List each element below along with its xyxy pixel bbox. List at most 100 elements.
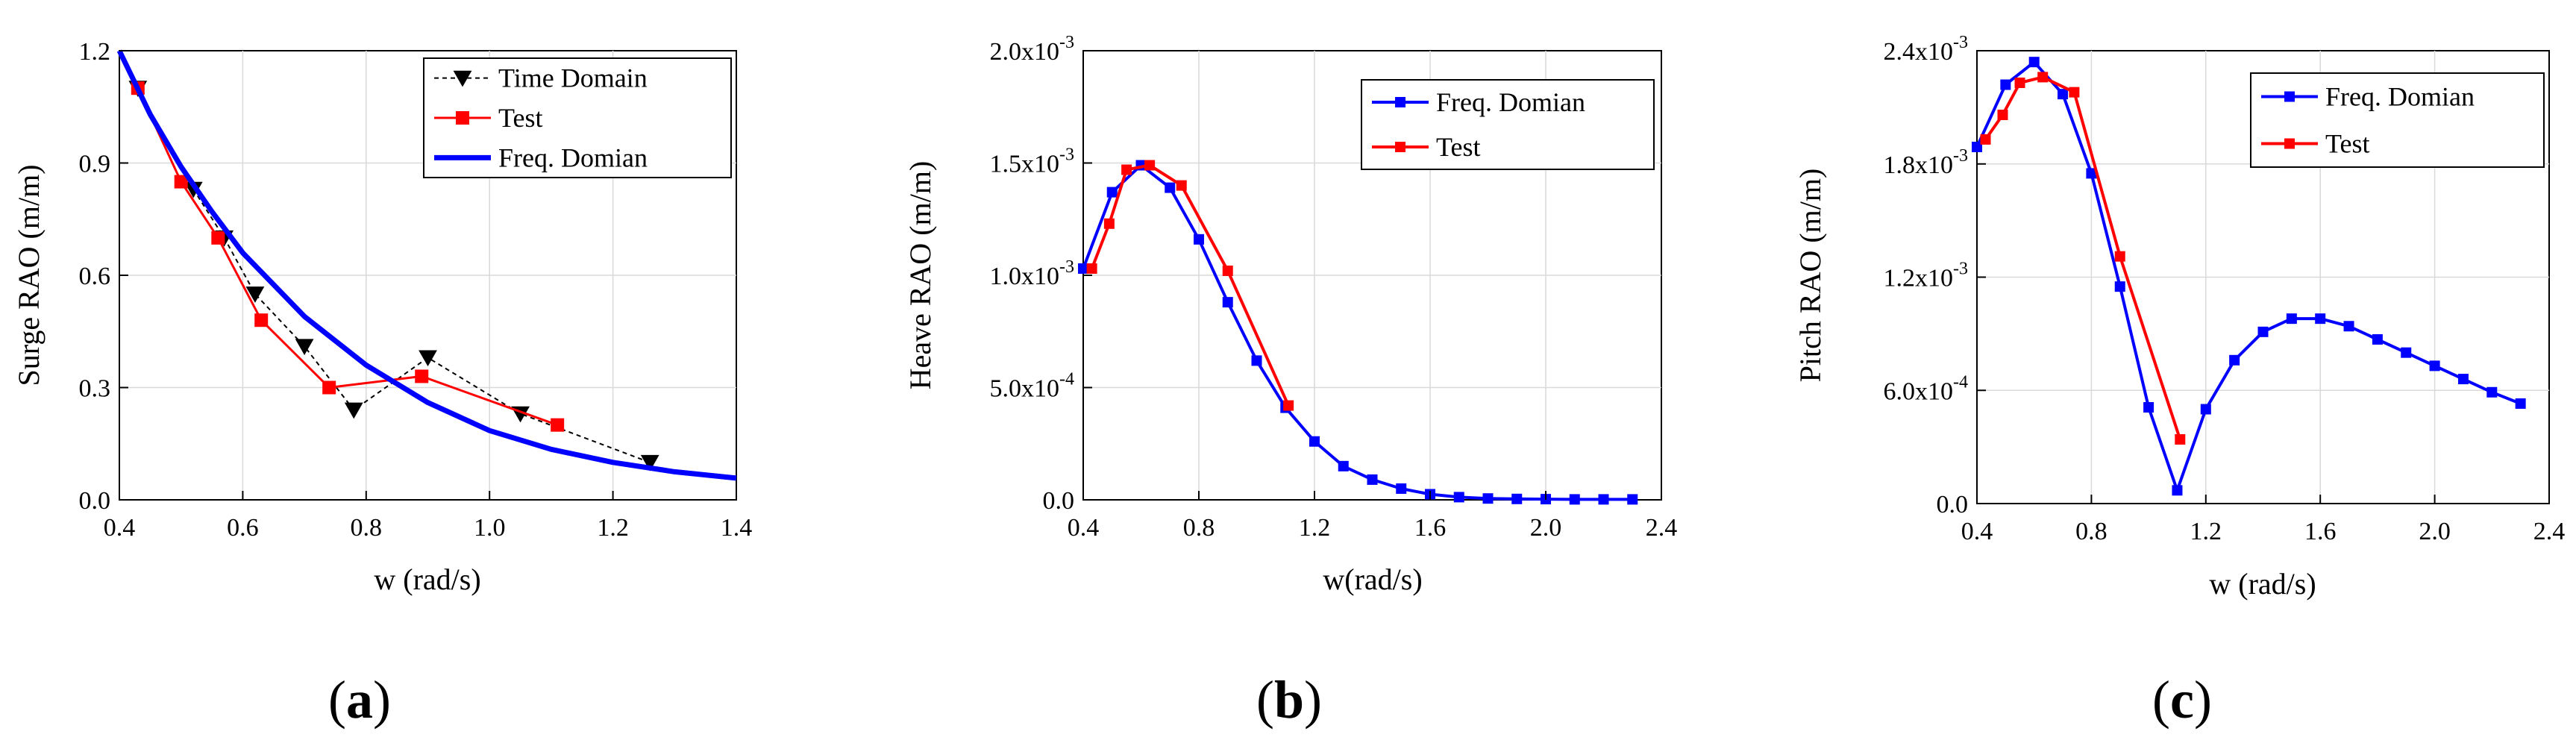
data-point: [2486, 386, 2498, 398]
data-point: [1482, 493, 1494, 504]
data-point: [1106, 187, 1118, 198]
x-tick-label: 0.4: [104, 514, 136, 542]
y-tick-label: 0.3: [79, 375, 111, 403]
panel-label: (a): [328, 670, 391, 730]
x-tick-label: 2.4: [2533, 518, 2566, 545]
x-tick-label: 2.4: [1646, 514, 1678, 542]
data-point: [419, 350, 437, 367]
legend-label: Test: [498, 103, 542, 133]
x-tick-label: 1.2: [1299, 514, 1331, 542]
data-point: [2257, 326, 2269, 337]
x-tick-label: 1.6: [1414, 514, 1447, 542]
data-point: [1980, 134, 1991, 145]
y-axis-title: Pitch RAO (m/m): [1793, 169, 1827, 383]
x-tick-label: 0.8: [2075, 518, 2108, 545]
legend-label: Time Domain: [498, 63, 648, 93]
x-tick-label: 1.6: [2304, 518, 2337, 545]
data-point: [2037, 72, 2049, 83]
data-point: [2172, 485, 2183, 496]
x-tick-label: 1.2: [597, 514, 629, 542]
data-point: [2143, 402, 2154, 413]
data-point: [1144, 160, 1156, 171]
data-point: [1194, 234, 1204, 245]
x-tick-label: 2.0: [2419, 518, 2451, 545]
chart-panel-b: 0.4 0.8 1.2 1.6 2.0 2.4 0.0 5.0x10-4 1.0x10-3 1.5…: [903, 33, 1677, 730]
x-tick-label: 0.6: [227, 514, 259, 542]
series-test: [1086, 160, 1294, 411]
series-line: [116, 49, 737, 481]
data-point: [2372, 333, 2383, 345]
data-point: [1251, 355, 1262, 366]
data-point: [1103, 218, 1115, 229]
x-axis-title: w (rad/s): [2209, 567, 2316, 601]
y-tick-label: 0.0: [1043, 487, 1075, 515]
series-freq-domian: [116, 49, 737, 481]
data-point: [1283, 400, 1294, 411]
data-point: [2515, 398, 2526, 409]
data-point: [415, 369, 429, 383]
x-tick-label: 1.0: [474, 514, 506, 542]
data-point: [2343, 321, 2354, 332]
data-point: [1086, 263, 1097, 274]
data-point: [184, 181, 203, 198]
legend-label: Freq. Domian: [1436, 87, 1585, 117]
data-point: [1972, 141, 1982, 152]
data-point: [174, 175, 188, 189]
y-axis-title: Heave RAO (m/m): [903, 161, 937, 390]
legend-marker: [2284, 91, 2295, 102]
data-point: [322, 380, 336, 395]
x-axis-title: w (rad/s): [374, 562, 480, 596]
y-tick-label: 0.0: [1937, 491, 1969, 518]
y-tick-label: 1.8x10-3: [1884, 146, 1969, 179]
legend: Freq. Domian Test: [1361, 79, 1655, 170]
data-point: [1367, 474, 1378, 485]
y-tick-label: 1.0x10-3: [990, 257, 1075, 290]
data-point: [551, 418, 565, 432]
legend-marker: [2284, 138, 2295, 149]
legend-label: Test: [1436, 132, 1480, 162]
x-axis-title: w(rad/s): [1323, 562, 1422, 596]
series-test: [131, 81, 565, 432]
y-tick-label: 0.9: [79, 151, 111, 178]
panel-label: (b): [1256, 670, 1322, 730]
data-point: [2457, 374, 2469, 385]
legend-label: Test: [2325, 129, 2369, 159]
series-test: [1980, 72, 2186, 445]
x-tick-label: 0.4: [1961, 518, 1993, 545]
legend-item: Test: [434, 103, 542, 133]
chart-panel-a: 0.4 0.6 0.8 1.0 1.2 1.4 0.0 0.3 0.6 0.9 1.2 w (rad…: [12, 38, 752, 730]
legend: Freq. Domian Test: [2250, 72, 2545, 168]
legend: Time Domain Test Freq. Domian: [423, 57, 732, 178]
y-tick-label: 0.6: [79, 263, 111, 290]
legend-item: Freq. Domian: [2261, 82, 2475, 112]
legend-item: Freq. Domian: [1372, 87, 1585, 117]
series-freq-domian: [1078, 160, 1638, 505]
legend-marker: [456, 111, 469, 125]
chart-panel-c: 0.4 0.8 1.2 1.6 2.0 2.4 0.0 6.0x10-4 1.2x10-3 1.8…: [1793, 33, 2565, 730]
legend-label: Freq. Domian: [2325, 82, 2475, 112]
data-point: [1569, 494, 1580, 505]
y-tick-label: 6.0x10-4: [1884, 372, 1969, 405]
x-tick-label: 1.2: [2190, 518, 2222, 545]
data-point: [1598, 494, 1609, 505]
data-point: [2286, 313, 2297, 325]
data-point: [1222, 265, 1233, 276]
panel-label: (c): [2152, 670, 2212, 730]
y-tick-label: 2.0x10-3: [990, 33, 1075, 66]
legend-item: Test: [2261, 129, 2369, 159]
data-point: [2200, 404, 2211, 415]
y-tick-label: 1.5x10-3: [990, 145, 1075, 178]
data-point: [245, 286, 265, 303]
data-point: [1627, 494, 1638, 505]
data-point: [1396, 483, 1407, 494]
y-tick-label: 5.0x10-4: [990, 370, 1075, 403]
data-point: [640, 454, 659, 471]
data-point: [1121, 164, 1132, 175]
data-point: [1176, 180, 1187, 191]
data-point: [2069, 87, 2080, 98]
y-tick-label: 0.0: [79, 487, 111, 515]
x-tick-label: 0.8: [351, 514, 383, 542]
x-tick-label: 2.0: [1530, 514, 1562, 542]
data-point: [1997, 109, 2008, 120]
